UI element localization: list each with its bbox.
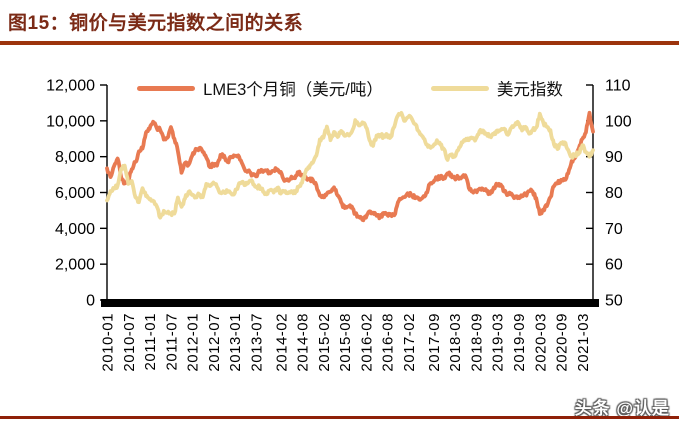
x-axis-label: 2013-07 [248, 313, 265, 372]
x-axis-label: 2017-09 [426, 313, 443, 372]
footer-line [0, 416, 679, 419]
x-axis-label: 2014-02 [273, 313, 290, 372]
y-axis-label-left: 4,000 [55, 221, 95, 238]
copper-line-swatch [137, 85, 196, 91]
y-axis-label-right: 60 [605, 257, 623, 274]
x-axis-label: 2011-01 [142, 313, 159, 370]
dxy-line-swatch [430, 85, 489, 91]
x-axis-label: 2020-09 [554, 313, 571, 372]
x-axis-label: 2011-07 [163, 313, 180, 370]
legend-item-copper: LME3个月铜（美元/吨） [137, 76, 383, 100]
x-axis-label: 2018-09 [468, 313, 485, 372]
x-axis-label: 2019-09 [511, 313, 528, 372]
series-line-dxy [105, 111, 595, 220]
legend-label-copper: LME3个月铜（美元/吨） [203, 81, 383, 99]
x-axis-label: 2015-02 [316, 313, 333, 372]
y-axis-label-left: 0 [86, 293, 95, 310]
y-axis-label-left: 2,000 [55, 257, 95, 274]
y-axis-label-left: 10,000 [46, 113, 95, 130]
y-axis-label-right: 50 [605, 293, 623, 310]
x-axis-label: 2014-08 [295, 313, 312, 372]
legend-label-dxy: 美元指数 [496, 81, 563, 99]
x-axis-label: 2019-03 [490, 313, 507, 372]
y-axis-label-right: 80 [605, 185, 623, 202]
x-axis-label: 2020-03 [532, 313, 549, 372]
y-axis-label-left: 8,000 [55, 149, 95, 166]
y-axis-label-left: 12,000 [46, 78, 95, 95]
series-line-copper [105, 110, 595, 223]
x-axis-label: 2012-01 [185, 313, 202, 372]
y-axis-label-left: 6,000 [55, 185, 95, 202]
x-axis-label: 2010-01 [100, 313, 117, 372]
x-axis-label: 2017-02 [401, 313, 418, 372]
y-axis-label-right: 90 [605, 149, 623, 166]
x-axis-label: 2013-01 [227, 313, 244, 372]
x-axis-label: 2015-08 [337, 313, 354, 372]
y-axis-label-right: 100 [605, 113, 632, 130]
x-axis-label: 2016-08 [380, 313, 397, 372]
x-axis-label: 2010-07 [121, 313, 138, 372]
title-underline [0, 41, 679, 45]
y-axis-label-right: 110 [605, 78, 631, 95]
x-axis-label: 2018-03 [447, 313, 464, 372]
x-axis-label: 2016-02 [358, 313, 375, 372]
x-axis-bar [101, 299, 599, 307]
legend: LME3个月铜（美元/吨） 美元指数 [107, 76, 593, 100]
figure-title: 图15：铜价与美元指数之间的关系 [8, 13, 304, 34]
watermark: 头条 @认是 [574, 399, 670, 418]
y-axis-label-right: 70 [605, 221, 623, 238]
x-axis-label: 2021-03 [575, 313, 592, 372]
x-axis-label: 2012-07 [206, 313, 223, 372]
legend-item-dxy: 美元指数 [430, 76, 563, 100]
